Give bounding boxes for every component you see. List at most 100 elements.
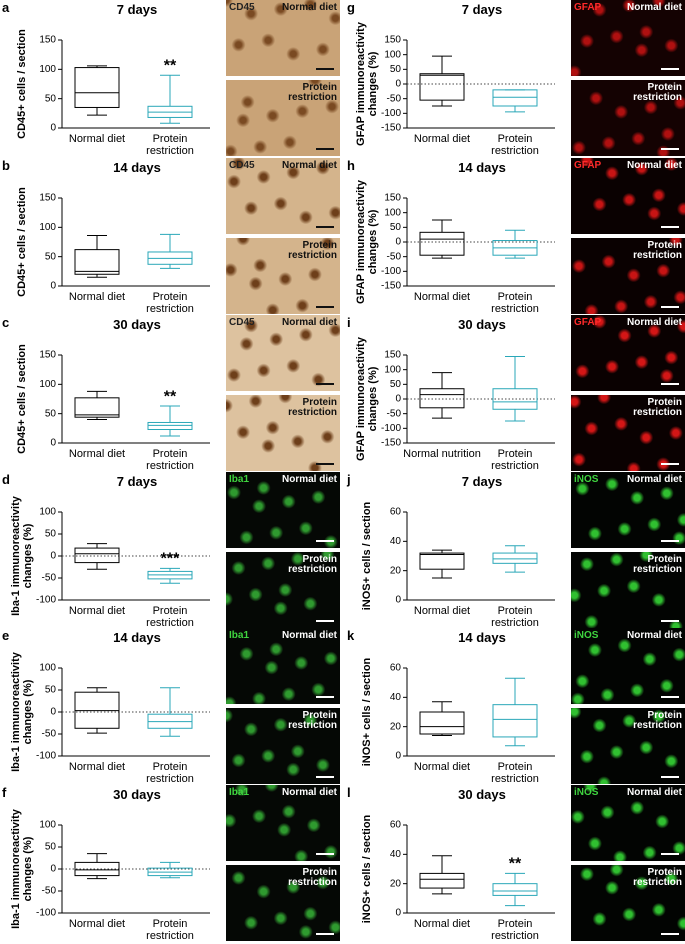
stain-label: GFAP (574, 2, 602, 13)
micrograph: Iba1 Normal diet Protein restriction (226, 472, 340, 628)
stain-label: Iba1 (229, 630, 250, 641)
scale-bar (661, 306, 679, 308)
category-label: Protein restriction (491, 291, 539, 315)
y-tick-label: 100 (384, 364, 401, 375)
category-label: Normal diet (413, 918, 471, 930)
y-tick-label: -100 (381, 108, 401, 119)
micrograph: CD45 Normal diet Protein restriction (226, 0, 340, 156)
condition-label: Normal diet (281, 630, 337, 641)
y-tick-label: -150 (381, 281, 401, 292)
y-tick-label: 40 (390, 849, 402, 860)
condition-label: Normal diet (626, 160, 682, 171)
y-tick-label: -150 (381, 438, 401, 449)
category-label: Protein restriction (146, 448, 194, 472)
category-label: Normal diet (68, 291, 126, 303)
micrograph-half: Iba1 Normal diet (226, 472, 340, 548)
scale-bar (661, 226, 679, 228)
category-label: Normal diet (68, 448, 126, 460)
scale-bar (661, 933, 679, 935)
plot: -150 -100 -50 0 50 100 150 (381, 193, 555, 292)
condition-label: Normal diet (626, 2, 682, 13)
y-tick-label: 100 (39, 222, 56, 233)
micrograph: Iba1 Normal diet Protein restriction (226, 785, 340, 941)
y-tick-label: 0 (50, 551, 56, 562)
y-tick-label: -50 (387, 93, 402, 104)
y-tick-label: 100 (384, 207, 401, 218)
box (74, 861, 120, 877)
y-tick-label: 150 (39, 350, 56, 361)
plot: 0 20 40 60 (390, 663, 555, 762)
micrograph-half: CD45 Normal diet (226, 0, 340, 76)
y-tick-label: 0 (50, 281, 56, 292)
plot-title: 7 days (461, 2, 503, 17)
condition-label: Protein restriction (633, 397, 682, 418)
panel: 0 20 40 60 ** l 30 days iNOS+ cells / section No… (345, 785, 685, 942)
panel: -150 -100 -50 0 50 100 150 g 7 days GFAP immunore… (345, 0, 685, 157)
plot: 0 50 100 150 ** (39, 35, 210, 134)
condition-label: Protein restriction (288, 710, 337, 731)
condition-label: Normal diet (626, 317, 682, 328)
panel-letter: c (2, 315, 10, 330)
y-tick-label: 50 (45, 408, 57, 419)
stain-label: Iba1 (229, 787, 250, 798)
y-axis-label: GFAP immunoreactivity changes (%) (355, 337, 379, 461)
y-tick-label: 0 (50, 864, 56, 875)
panel-letter: a (2, 0, 10, 15)
y-tick-label: -100 (36, 908, 56, 919)
panel-letter: l (347, 785, 351, 800)
category-label: Protein restriction (491, 448, 539, 472)
box (492, 883, 538, 896)
category-label: Normal diet (413, 291, 471, 303)
stain-label: CD45 (229, 2, 255, 13)
stain-label: CD45 (229, 317, 255, 328)
micrograph-half: Protein restriction (571, 865, 685, 941)
category-label: Normal nutrition (403, 448, 481, 460)
panel: 0 50 100 150 b 14 days CD45+ cells / section No… (0, 158, 340, 315)
scale-bar (661, 776, 679, 778)
y-tick-label: -100 (381, 423, 401, 434)
panel-letter: e (2, 628, 10, 643)
micrograph-half: iNOS Normal diet (571, 628, 685, 704)
y-tick-label: -50 (387, 251, 402, 262)
scale-bar (316, 463, 334, 465)
box (74, 547, 120, 564)
category-label: Normal diet (413, 133, 471, 145)
plot: -100 -50 0 50 100 (36, 663, 210, 762)
panel-letter: b (2, 158, 10, 173)
box (419, 872, 465, 889)
panel-letter: f (2, 785, 7, 800)
scale-bar (661, 68, 679, 70)
panel: 0 20 40 60 j 7 days iNOS+ cells / section Norma… (345, 472, 685, 629)
scale-bar (661, 148, 679, 150)
y-tick-label: -50 (42, 886, 57, 897)
box (419, 552, 465, 570)
box (74, 249, 120, 275)
y-axis-label: GFAP immunoreactivity changes (%) (355, 22, 379, 146)
scale-bar (316, 383, 334, 385)
y-axis-label: CD45+ cells / section (16, 187, 28, 297)
stain-label: iNOS (574, 630, 599, 641)
box (492, 388, 538, 410)
micrograph-half: GFAP Normal diet (571, 158, 685, 234)
panel-letter: i (347, 315, 351, 330)
category-label: Protein restriction (491, 761, 539, 785)
y-axis-label: iNOS+ cells / section (361, 501, 373, 611)
panel-letter: j (347, 472, 351, 487)
plot: 0 50 100 150 (39, 193, 210, 292)
y-tick-label: 50 (390, 64, 402, 75)
category-label: Protein restriction (491, 918, 539, 942)
box (147, 421, 193, 431)
micrograph-half: Iba1 Normal diet (226, 785, 340, 861)
micrograph: iNOS Normal diet Protein restriction (571, 628, 685, 784)
y-tick-label: 150 (384, 35, 401, 46)
stain-label: iNOS (574, 787, 599, 798)
panel-letter: d (2, 472, 10, 487)
scale-bar (316, 776, 334, 778)
category-label: Normal diet (68, 133, 126, 145)
micrograph-half: Protein restriction (226, 80, 340, 156)
box (419, 711, 465, 735)
category-label: Protein restriction (491, 605, 539, 629)
micrograph-half: Protein restriction (226, 708, 340, 784)
y-tick-label: 150 (39, 193, 56, 204)
y-tick-label: 20 (390, 878, 402, 889)
